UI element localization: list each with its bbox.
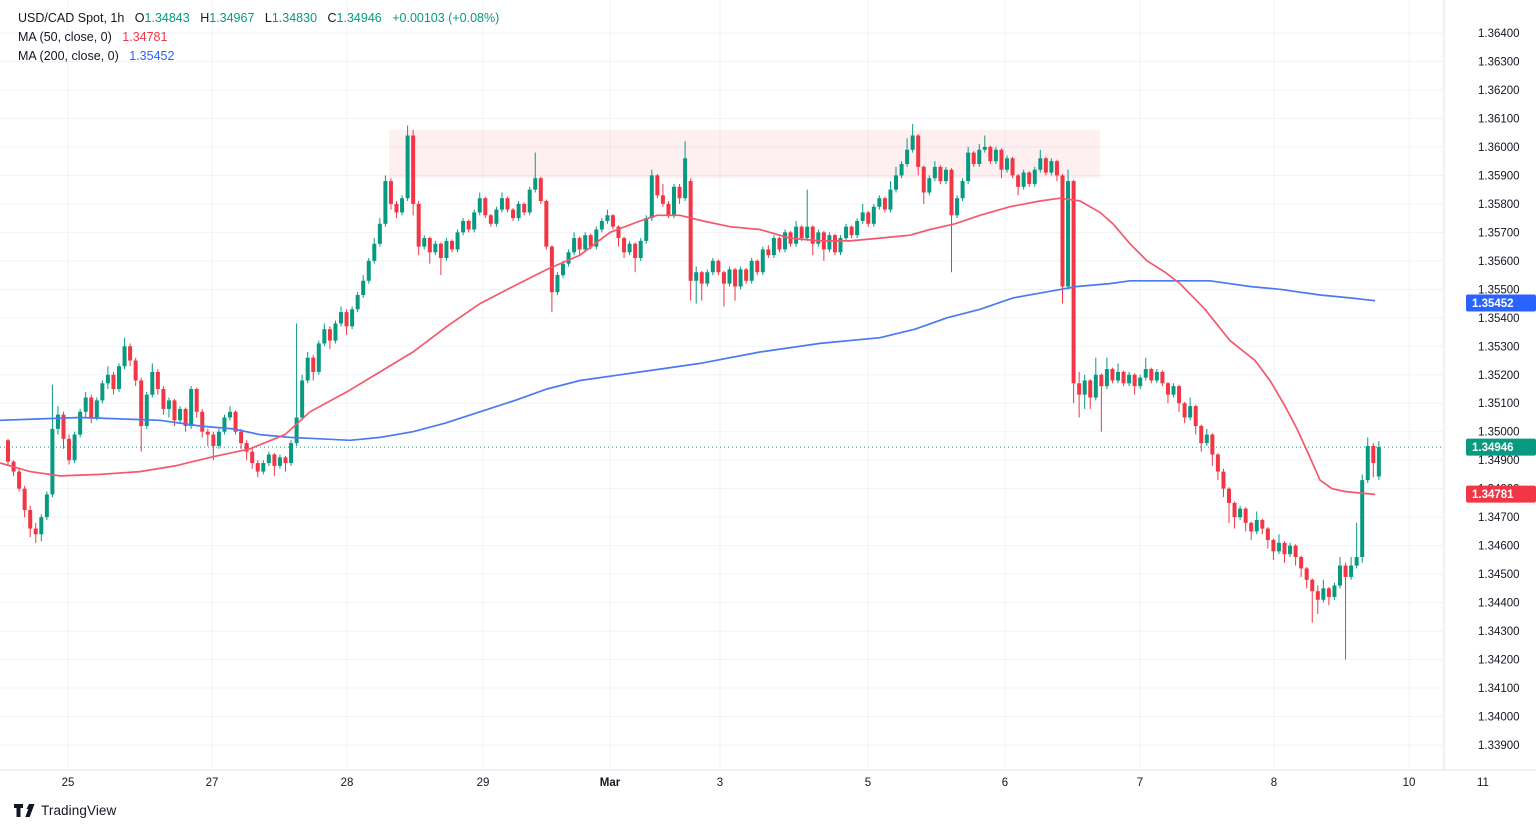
time-axis[interactable]: 25 27 28 29 Mar 3 5 6 7 8 10 11 xyxy=(0,769,1536,789)
svg-text:1.35900: 1.35900 xyxy=(1478,170,1520,182)
svg-text:25: 25 xyxy=(62,777,75,789)
svg-text:1.34500: 1.34500 xyxy=(1478,569,1520,581)
symbol-legend-row[interactable]: USD/CAD Spot, 1h O1.34843 H1.34967 L1.34… xyxy=(18,9,499,28)
ohlc-low: L1.34830 xyxy=(264,11,318,25)
ohlc-close: C1.34946 xyxy=(327,11,382,25)
svg-text:1.34300: 1.34300 xyxy=(1478,626,1520,638)
svg-text:1.34900: 1.34900 xyxy=(1478,455,1520,467)
ohlc-high: H1.34967 xyxy=(200,11,255,25)
svg-text:1.34100: 1.34100 xyxy=(1478,683,1520,695)
symbol-title: USD/CAD Spot, 1h xyxy=(18,11,125,25)
candlestick-series[interactable] xyxy=(6,124,1381,660)
tradingview-logo-text: TradingView xyxy=(41,803,117,818)
svg-text:11: 11 xyxy=(1477,777,1489,789)
ma50-value: 1.34781 xyxy=(122,30,168,44)
ohlc-open: O1.34843 xyxy=(134,11,190,25)
svg-text:1.34600: 1.34600 xyxy=(1478,541,1520,553)
tradingview-logo[interactable]: TradingView xyxy=(14,803,116,818)
svg-text:1.35800: 1.35800 xyxy=(1478,199,1520,211)
ma-200-line xyxy=(0,279,1376,442)
ma50-legend-row[interactable]: MA (50, close, 0) 1.34781 xyxy=(18,28,499,47)
svg-text:1.35200: 1.35200 xyxy=(1478,370,1520,382)
svg-text:7: 7 xyxy=(1137,777,1143,789)
svg-text:1.33900: 1.33900 xyxy=(1478,740,1520,752)
svg-text:1.35452: 1.35452 xyxy=(1472,298,1514,310)
svg-text:1.35400: 1.35400 xyxy=(1478,313,1520,325)
svg-text:1.34200: 1.34200 xyxy=(1478,655,1520,667)
svg-text:1.35100: 1.35100 xyxy=(1478,398,1520,410)
vertical-gridlines xyxy=(67,0,1410,770)
chart-legend: USD/CAD Spot, 1h O1.34843 H1.34967 L1.34… xyxy=(18,9,499,66)
change-value: +0.00103 (+0.08%) xyxy=(392,11,500,25)
ma200-value: 1.35452 xyxy=(129,49,175,63)
svg-text:1.35700: 1.35700 xyxy=(1478,227,1520,239)
svg-text:8: 8 xyxy=(1271,777,1277,789)
svg-text:1.36100: 1.36100 xyxy=(1478,113,1520,125)
svg-text:1.34781: 1.34781 xyxy=(1472,489,1514,501)
svg-text:1.34000: 1.34000 xyxy=(1478,712,1520,724)
svg-text:Mar: Mar xyxy=(600,777,621,789)
svg-text:3: 3 xyxy=(717,777,723,789)
svg-text:1.35600: 1.35600 xyxy=(1478,256,1520,268)
ma50-label: MA (50, close, 0) xyxy=(18,30,112,44)
svg-text:28: 28 xyxy=(341,777,354,789)
svg-text:1.36000: 1.36000 xyxy=(1478,142,1520,154)
svg-text:1.35000: 1.35000 xyxy=(1478,427,1520,439)
price-axis[interactable]: 1.36400 1.36300 1.36200 1.36100 1.36000 1.359… xyxy=(1443,0,1536,770)
svg-text:29: 29 xyxy=(477,777,490,789)
price-badge: 1.35452 xyxy=(1466,294,1536,312)
tradingview-logo-icon xyxy=(14,804,35,817)
svg-text:27: 27 xyxy=(206,777,219,789)
svg-text:1.35300: 1.35300 xyxy=(1478,341,1520,353)
svg-text:1.36400: 1.36400 xyxy=(1478,28,1520,40)
svg-text:6: 6 xyxy=(1002,777,1008,789)
svg-text:1.36300: 1.36300 xyxy=(1478,56,1520,68)
svg-text:1.34400: 1.34400 xyxy=(1478,598,1520,610)
ma200-label: MA (200, close, 0) xyxy=(18,49,119,63)
svg-text:1.34946: 1.34946 xyxy=(1472,442,1514,454)
horizontal-gridlines xyxy=(0,32,1444,746)
svg-text:1.34700: 1.34700 xyxy=(1478,512,1520,524)
svg-text:1.36200: 1.36200 xyxy=(1478,85,1520,97)
ma-50-line xyxy=(0,197,1376,496)
svg-text:10: 10 xyxy=(1403,777,1416,789)
ma200-legend-row[interactable]: MA (200, close, 0) 1.35452 xyxy=(18,47,499,66)
price-badge: 1.34781 xyxy=(1466,485,1536,503)
supply-zone-highlight xyxy=(389,130,1100,178)
svg-text:1.35500: 1.35500 xyxy=(1478,284,1520,296)
svg-text:5: 5 xyxy=(865,777,871,789)
price-badge: 1.34946 xyxy=(1466,438,1536,456)
